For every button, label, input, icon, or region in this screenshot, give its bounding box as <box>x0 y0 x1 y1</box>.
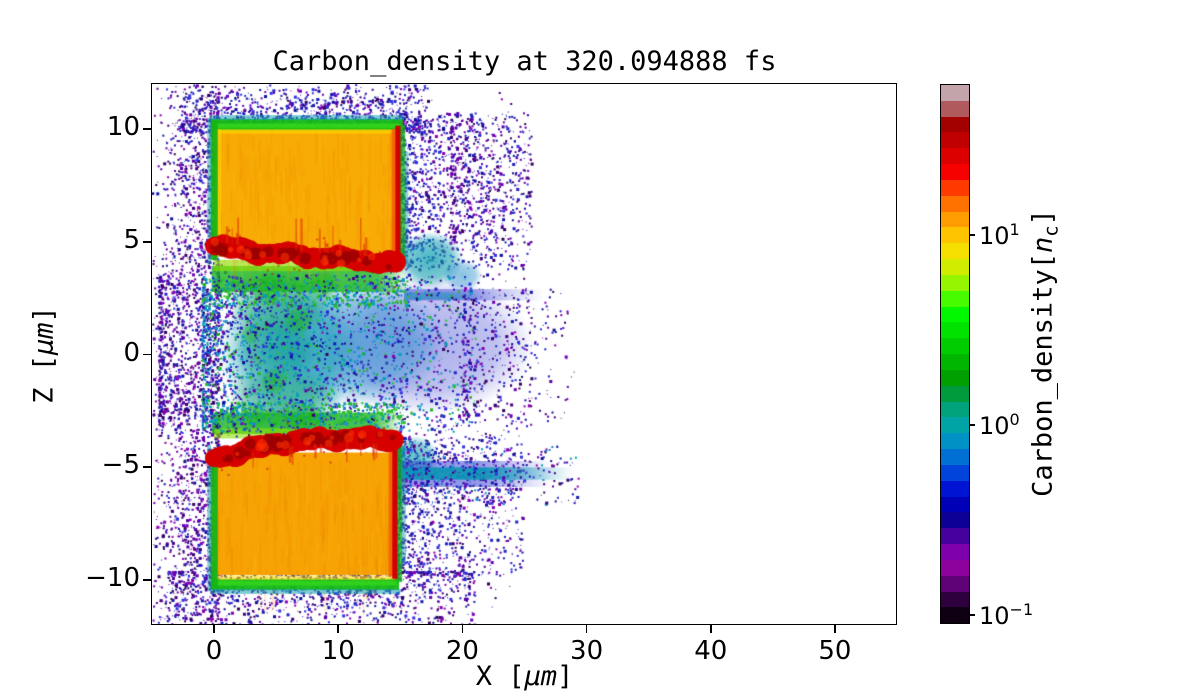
x-axis-label: X [μm] <box>475 661 574 692</box>
y-axis-tick-label: −10 <box>85 562 140 593</box>
x-axis-tick <box>834 625 836 633</box>
colorbar-segment <box>941 591 969 608</box>
colorbar-segment <box>941 148 969 165</box>
colorbar-segment <box>941 480 969 497</box>
x-axis-tick-label: 10 <box>321 636 355 666</box>
y-axis-tick-label: 10 <box>106 112 140 143</box>
y-axis-tick-label: 5 <box>123 224 140 255</box>
colorbar-tick-label: 10−1 <box>979 600 1034 630</box>
colorbar-segment <box>941 496 969 513</box>
y-axis-tick <box>143 466 151 468</box>
x-axis-tick <box>585 625 588 633</box>
x-axis-tick-label: 20 <box>445 636 479 666</box>
x-axis-tick-label: 0 <box>205 636 223 666</box>
colorbar <box>940 84 970 624</box>
plot-title: Carbon_density at 320.094888 fs <box>272 46 777 77</box>
colorbar-segment <box>941 464 969 481</box>
x-axis-tick <box>461 625 464 633</box>
density-heatmap-canvas <box>152 84 897 625</box>
y-axis-tick <box>143 579 151 581</box>
colorbar-segment <box>941 607 969 624</box>
colorbar-segment <box>941 528 969 545</box>
x-axis-tick <box>709 625 712 633</box>
colorbar-segment <box>941 259 969 275</box>
y-axis-tick <box>143 128 151 130</box>
colorbar-tick <box>969 234 975 236</box>
y-axis-tick-label: −5 <box>101 450 140 481</box>
colorbar-tick <box>969 614 975 616</box>
colorbar-segment <box>941 274 969 291</box>
colorbar-segment <box>941 211 969 228</box>
y-axis-label: Z [μm] <box>28 306 60 404</box>
colorbar-segment <box>941 544 969 560</box>
colorbar-segment <box>941 306 969 323</box>
y-axis-tick-label: 0 <box>123 337 140 368</box>
colorbar-tick-label: 101 <box>979 220 1020 251</box>
colorbar-segment <box>941 179 969 196</box>
colorbar-segment <box>941 559 969 576</box>
colorbar-segment <box>941 85 969 101</box>
colorbar-segment <box>941 243 969 260</box>
colorbar-segment <box>941 322 969 339</box>
colorbar-segment <box>941 338 969 355</box>
colorbar-segment <box>941 164 969 180</box>
colorbar-tick-label: 100 <box>979 410 1020 441</box>
colorbar-tick <box>969 424 975 426</box>
x-axis-tick-label: 30 <box>570 636 604 666</box>
colorbar-segment <box>941 401 969 418</box>
colorbar-segment <box>941 132 969 149</box>
colorbar-label: Carbon_density[nc] <box>1027 209 1063 497</box>
colorbar-segment <box>941 512 969 529</box>
colorbar-segment <box>941 449 969 465</box>
colorbar-segment <box>941 227 969 244</box>
colorbar-segment <box>941 195 969 212</box>
colorbar-segment <box>941 385 969 402</box>
colorbar-segment <box>941 290 969 307</box>
colorbar-segment <box>941 417 969 434</box>
x-axis-tick-label: 40 <box>694 636 728 666</box>
colorbar-segment <box>941 575 969 592</box>
colorbar-segment <box>941 116 969 133</box>
colorbar-segment <box>941 433 969 450</box>
x-axis-tick <box>213 625 215 633</box>
colorbar-segment <box>941 369 969 386</box>
x-axis-tick-label: 50 <box>818 636 852 666</box>
y-axis-tick <box>143 240 151 243</box>
colorbar-segment <box>941 100 969 117</box>
colorbar-segment <box>941 354 969 370</box>
x-axis-tick <box>337 625 340 633</box>
y-axis-tick <box>143 353 151 356</box>
